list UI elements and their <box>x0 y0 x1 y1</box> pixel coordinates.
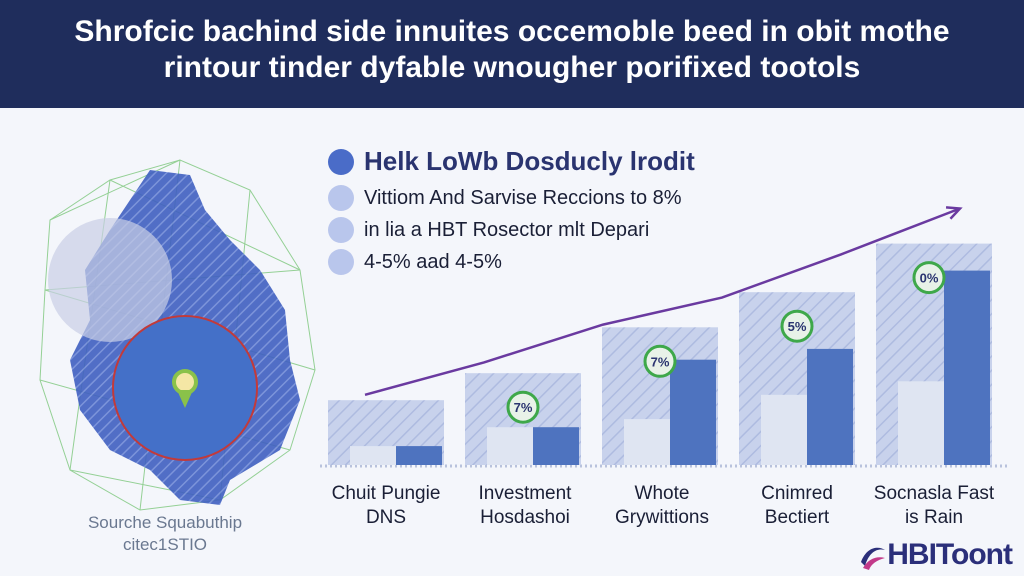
bullet-dot-icon <box>328 217 354 243</box>
bar-dark <box>944 270 990 465</box>
bar-dark <box>396 446 442 465</box>
region-map <box>39 159 316 511</box>
bar-dark <box>533 427 579 465</box>
bullet-item-text: 4-5% aad 4-5% <box>364 250 502 273</box>
category-label-line: Cnimred <box>761 483 833 504</box>
brand-logo-text: HBIToont <box>887 538 1013 571</box>
bullet-dot-icon <box>328 185 354 211</box>
trend-arrow-icon <box>945 206 963 220</box>
category-label-line: Investment <box>478 483 572 504</box>
category-label: Chuit Pungie DNS <box>316 482 456 530</box>
bullet-dot-icon <box>328 148 354 175</box>
map-pin-icon <box>172 369 198 408</box>
bar-light <box>761 394 807 465</box>
brand-logo: HBIToont <box>857 538 1013 572</box>
category-label-line: is Rain <box>904 507 964 528</box>
map-caption-line-2: citec1STIO <box>122 535 208 554</box>
category-label: Cnimred Bectiert <box>727 482 867 530</box>
percent-badge-label: 5% <box>788 319 807 334</box>
category-label-line: Whote <box>634 483 690 504</box>
bar-light <box>487 427 533 465</box>
bullet-item-text: in lia a HBT Rosector mlt Depari <box>364 218 650 241</box>
percent-badge-label: 7% <box>514 400 533 415</box>
percent-badge-label: 7% <box>651 354 670 369</box>
category-label-line: DNS <box>365 507 407 528</box>
bar-light <box>350 446 396 465</box>
bullet-item: Vittiom And Sarvise Reccions to 8% <box>328 185 695 211</box>
brand-swoosh-icon <box>861 547 886 570</box>
bullet-heading: Helk LoWb Dosducly lrodit <box>328 146 695 177</box>
bullet-item: in lia a HBT Rosector mlt Depari <box>328 217 695 243</box>
percent-badge <box>780 309 814 343</box>
bullet-heading-text: Helk LoWb Dosducly lrodit <box>364 146 695 176</box>
header-banner: Shrofcic bachind side innuites occemoble… <box>0 0 1024 108</box>
percent-badge <box>506 390 540 424</box>
category-label-line: Chuit Pungie <box>331 483 441 504</box>
category-label: Whote Grywittions <box>592 482 732 530</box>
bar-light <box>898 381 944 465</box>
map-caption-line-1: Sourche Squabuthip <box>87 513 243 532</box>
map-caption: Sourche Squabuthip citec1STIO <box>60 512 270 556</box>
bullet-item-text: Vittiom And Sarvise Reccions to 8% <box>364 186 682 209</box>
percent-badge-label: 0% <box>920 271 939 286</box>
bar-light <box>624 419 670 465</box>
category-label-line: Hosdashoi <box>480 507 570 528</box>
percent-badge <box>643 344 677 378</box>
bar-dark <box>670 359 716 465</box>
bar-chart: 7% 7% 5% 0% <box>320 206 1010 468</box>
percent-badge <box>912 261 946 295</box>
category-label-line: Socnasla Fast <box>873 483 995 504</box>
trend-line <box>364 207 961 397</box>
category-label-line: Grywittions <box>615 507 709 528</box>
bullet-item: 4-5% aad 4-5% <box>328 249 695 275</box>
category-label: Investment Hosdashoi <box>455 482 595 530</box>
bullet-list: Helk LoWb Dosducly lrodit Vittiom And Sa… <box>328 146 695 281</box>
map-highlight-circle <box>48 218 172 342</box>
bar-dark <box>807 348 853 465</box>
page-title-line-1: Shrofcic bachind side innuites occemoble… <box>74 15 950 48</box>
category-label: Socnasla Fast is Rain <box>864 482 1004 530</box>
bullet-dot-icon <box>328 249 354 275</box>
category-label-line: Bectiert <box>764 507 830 528</box>
page-title-line-2: rintour tinder dyfable wnougher porifixe… <box>163 51 861 84</box>
